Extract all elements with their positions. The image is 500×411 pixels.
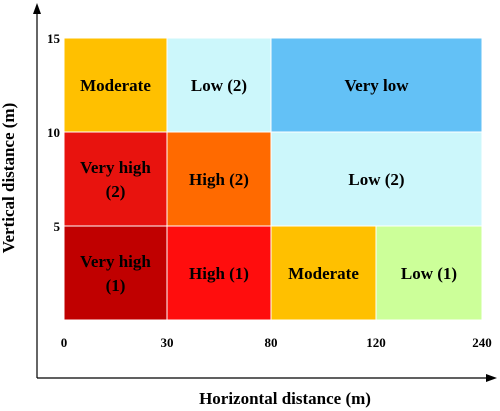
zone-cell-label-line: (1) <box>106 276 126 295</box>
y-axis-title: Vertical distance (m) <box>0 103 18 253</box>
x-tick-label: 30 <box>161 335 174 350</box>
zone-cell <box>63 131 168 227</box>
zone-cell-label-line: Very high <box>80 252 151 271</box>
zone-cell-label-line: (2) <box>106 182 126 201</box>
zone-cell-label: Very high (2) <box>80 158 151 201</box>
zone-cell-label-line: Low (2) <box>348 170 404 189</box>
zone-cell <box>270 225 377 321</box>
zone-cell-label-line: Moderate <box>288 264 359 283</box>
zone-cell-label: Low (1) <box>401 264 457 283</box>
x-tick-label: 120 <box>366 335 386 350</box>
zone-cell-label-line: Low (2) <box>191 76 247 95</box>
zone-cell-label: Low (2) <box>191 76 247 95</box>
zone-cell <box>270 37 483 133</box>
x-axis-title: Horizontal distance (m) <box>199 389 371 408</box>
zone-cell-label-line: Low (1) <box>401 264 457 283</box>
zone-cell <box>375 225 483 321</box>
zone-cell <box>63 225 168 321</box>
x-tick-label: 80 <box>265 335 278 350</box>
zone-cell <box>166 225 272 321</box>
zone-cell-label-line: Moderate <box>80 76 151 95</box>
zone-cell-label: High (1) <box>189 264 249 283</box>
zone-cell-label-line: Very low <box>344 76 409 95</box>
y-axis-arrow <box>33 3 41 14</box>
y-tick-label: 15 <box>47 31 61 46</box>
zone-cell-label: Moderate <box>288 264 359 283</box>
zone-cell-label: Low (2) <box>348 170 404 189</box>
zone-cell <box>166 131 272 227</box>
zone-cell <box>63 37 168 133</box>
zone-cell <box>166 37 272 133</box>
y-tick-label: 10 <box>47 125 60 140</box>
x-tick-label: 240 <box>472 335 492 350</box>
zone-cell-label: High (2) <box>189 170 249 189</box>
zone-cell-label-line: High (2) <box>189 170 249 189</box>
x-tick-label: 0 <box>61 335 68 350</box>
zone-cell-label-line: High (1) <box>189 264 249 283</box>
zone-cell-label-line: Very high <box>80 158 151 177</box>
y-tick-label: 5 <box>54 219 61 234</box>
zone-cell <box>270 131 483 227</box>
x-axis-arrow <box>486 374 497 382</box>
zone-cell-label: Very low <box>344 76 409 95</box>
zone-cell-label: Moderate <box>80 76 151 95</box>
zone-cell-label: Very high (1) <box>80 252 151 295</box>
